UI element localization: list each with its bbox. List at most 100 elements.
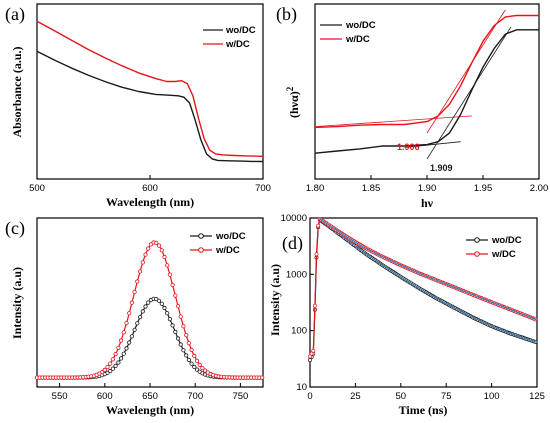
panel-b-series <box>314 14 539 154</box>
panel-a-xtick-label-2: 700 <box>255 183 271 194</box>
panel-c-series-wo-point-74 <box>135 321 140 326</box>
panel-d-series-w-fit <box>318 217 538 321</box>
panel-c-series-w-point-118 <box>194 358 200 363</box>
panel-d-frame <box>309 217 538 388</box>
panel-b-annotation-black: 1.909 <box>430 163 453 173</box>
panel-c-series-wo-point-82 <box>146 300 151 305</box>
panel-d-ytick-label-1: 100 <box>291 326 307 337</box>
panel-c-series-w-point-114 <box>189 347 194 353</box>
panel-c-series-w-point-64 <box>121 330 126 335</box>
panel-b-xtick-label-2: 1.90 <box>418 183 437 194</box>
panel-c-series <box>34 240 265 380</box>
panel-a-series-wo-line <box>36 50 264 163</box>
panel-c-series-wo-point-58 <box>113 363 118 368</box>
panel-c-xtick-label-4: 750 <box>232 391 248 402</box>
panel-b-legend: wo/DC w/DC <box>320 20 376 45</box>
panel-b: (b) 1.80 1.85 1.90 1.95 2.00 hν (hνα)2 wo/DC… <box>276 3 549 210</box>
panel-c-letter: (c) <box>5 218 25 239</box>
panel-a-legend-label-w: w/DC <box>225 39 250 50</box>
panel-c-series-wo-point-68 <box>127 340 132 345</box>
panel-c-series-wo-point-108 <box>181 348 186 353</box>
panel-c-series-w-point-54 <box>108 361 113 366</box>
panel-c-series-w-point-78 <box>140 260 145 265</box>
panel-c-series-w-point-60 <box>116 345 121 350</box>
panel-c-series-wo-point-100 <box>170 323 175 328</box>
panel-c-series-w-point-80 <box>143 252 148 257</box>
panel-c-series-w-point-92 <box>159 248 164 253</box>
panel-b-tangent-black-baseline <box>404 141 461 148</box>
panel-b-letter: (b) <box>276 4 297 25</box>
panel-c-series-w-point-66 <box>124 320 129 326</box>
panel-b-ylabel: (hνα)2 <box>285 86 301 118</box>
panel-d-legend-marker-wo <box>474 237 480 243</box>
panel-b-series-wo-line <box>314 29 539 154</box>
panel-b-xlabel: hν <box>421 196 434 210</box>
panel-b-tangent-red-slope <box>426 9 506 134</box>
panel-c-series-w-point-94 <box>162 254 167 260</box>
panel-b-legend-label-wo: wo/DC <box>345 20 376 31</box>
panel-c-series-wo-point-62 <box>119 356 124 361</box>
panel-d-ylabel: Intensity (a.u) <box>268 264 282 336</box>
panel-c-series-w-point-72 <box>132 289 137 295</box>
panel-b-xtick-label-0: 1.80 <box>306 183 325 194</box>
panel-c-series-w-point-70 <box>129 300 134 305</box>
panel-c-legend-marker-wo <box>198 233 204 239</box>
panel-c-series-w-point-106 <box>178 314 183 319</box>
panel-a-letter: (a) <box>5 4 25 25</box>
panel-c-series-w-point-98 <box>167 272 172 277</box>
panel-c-series-w-point-110 <box>184 332 189 338</box>
panel-c-series-wo-point-72 <box>132 327 137 332</box>
panel-a-series <box>36 20 264 163</box>
panel-c-series-w-point-48 <box>100 369 105 375</box>
panel-c-legend-marker-w <box>198 247 204 253</box>
panel-b-annotation-red: 1.906 <box>397 142 420 152</box>
panel-c-series-w-point-52 <box>105 364 110 370</box>
panel-d-ticks: 0 25 50 75 100 125 10 100 1000 10000 <box>281 213 545 402</box>
panel-b-ylabel-sup: 2 <box>285 86 295 91</box>
panel-d-series-w-point-5 <box>316 223 321 228</box>
panel-c-series-wo-point-70 <box>129 334 134 339</box>
panel-c-series-wo-point-94 <box>162 305 167 311</box>
panel-d-ytick-label-2: 1000 <box>286 269 307 280</box>
panel-b-series-w-line <box>314 14 539 129</box>
panel-c-series-wo-point-102 <box>173 329 178 334</box>
panel-c-series-w-point-104 <box>175 304 181 309</box>
panel-c-series-w-point-124 <box>203 368 208 373</box>
panel-c-series-wo-point-98 <box>167 316 172 322</box>
panel-c-series-w-point-56 <box>110 357 116 362</box>
panel-c-series-w-point-120 <box>197 362 202 367</box>
panel-d-ytick-label-0: 10 <box>296 382 307 393</box>
panel-d-xtick-label-5: 125 <box>529 391 545 402</box>
panel-c-series-w-point-58 <box>113 351 118 357</box>
panel-d-series-wo-fit <box>318 218 538 344</box>
panel-c-series-wo-point-112 <box>186 357 191 362</box>
panel-c-ylabel: Intensity (a.u) <box>10 267 24 339</box>
panel-c: (c) 550 600 650 700 750 Wavelength (nm) Inte… <box>5 217 265 417</box>
panel-d-xtick-label-3: 75 <box>441 391 452 402</box>
panel-d: (d) 0 25 50 75 100 125 10 100 1000 10000 Time (ns… <box>268 213 545 417</box>
panel-c-series-w-point-122 <box>200 365 205 371</box>
panel-c-series-w-point-166 <box>259 375 265 380</box>
panel-c-series-w-point-68 <box>127 311 132 316</box>
panel-d-series-w-point-4 <box>314 252 319 257</box>
panel-c-series-w-point-82 <box>146 246 151 251</box>
panel-d-series-w-point-2 <box>311 348 316 353</box>
panel-d-series-w-point-1 <box>309 351 314 356</box>
panel-c-series-w-point-112 <box>186 340 191 346</box>
panel-b-tangent-black-slope <box>426 26 512 160</box>
panel-c-series-wo-point-114 <box>189 361 194 366</box>
panel-c-xtick-label-0: 550 <box>52 391 68 402</box>
panel-c-series-w-point-62 <box>119 338 124 343</box>
panel-d-ytick-label-3: 10000 <box>281 213 307 224</box>
panel-a-ylabel: Absorbance (a.u.) <box>10 46 24 137</box>
panel-d-xtick-label-1: 25 <box>350 391 361 402</box>
panel-d-legend: wo/DC w/DC <box>466 235 522 260</box>
panel-b-ylabel-base: (hνα) <box>287 91 301 118</box>
panel-b-xtick-label-4: 2.00 <box>530 183 549 194</box>
panel-c-legend: wo/DC w/DC <box>190 231 246 256</box>
panel-c-series-wo-point-76 <box>138 314 143 320</box>
panel-c-series-wo-line <box>37 298 263 379</box>
panel-d-legend-marker-w <box>474 251 480 257</box>
panel-b-tangent-lines <box>314 9 512 160</box>
